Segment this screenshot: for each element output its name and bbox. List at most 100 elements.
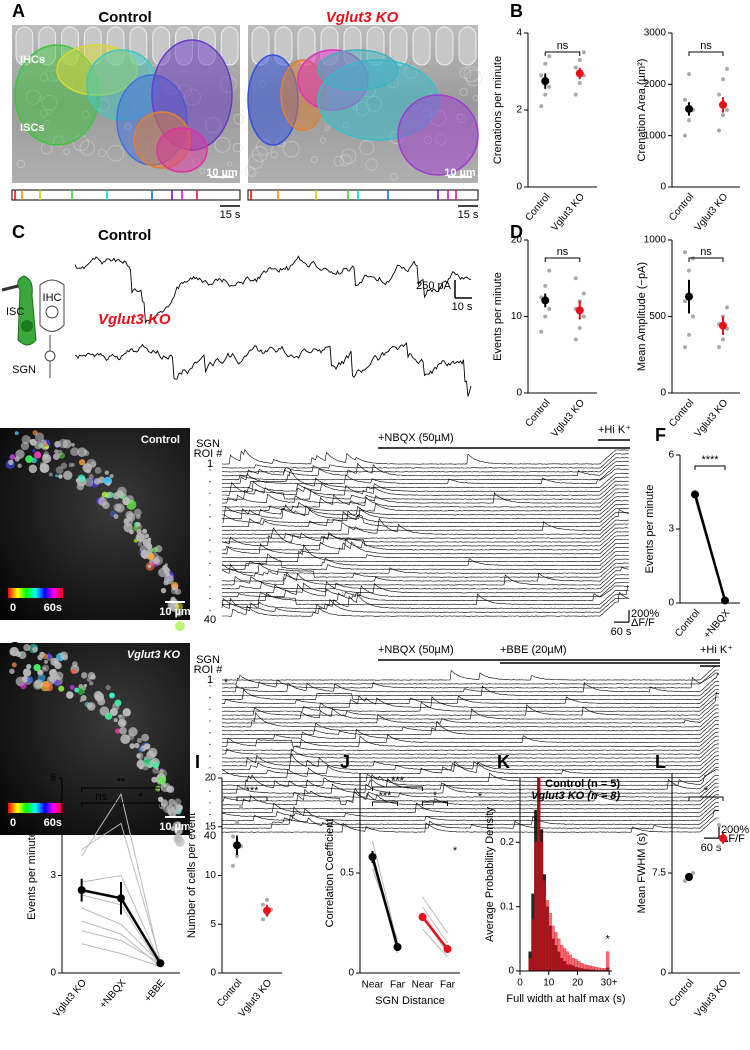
calcium-trace	[221, 544, 629, 563]
texture	[324, 125, 330, 131]
calcium-trace	[221, 468, 629, 488]
cell	[105, 685, 111, 691]
panel-letter: A	[12, 1, 25, 21]
mean-dot	[575, 69, 584, 78]
cell	[94, 467, 102, 474]
calcium-trace	[221, 809, 719, 825]
cell	[114, 699, 122, 707]
significance-bracket	[120, 802, 161, 807]
cell	[53, 674, 60, 680]
cell	[83, 450, 90, 456]
cell-label: ISC	[6, 306, 24, 318]
data-point	[543, 61, 548, 66]
scale-label: 10 µm	[159, 821, 191, 833]
significance-bracket	[688, 51, 724, 56]
calcium-trace	[221, 558, 629, 574]
roi-dot	[209, 720, 211, 722]
cell	[104, 470, 109, 475]
data-point	[573, 65, 578, 70]
data-point	[547, 306, 552, 311]
data-point	[691, 871, 695, 875]
roi-dot	[209, 574, 211, 576]
y-tick-label: 0	[668, 598, 674, 609]
significance-bracket	[372, 786, 423, 791]
texture	[63, 148, 70, 156]
calcium-trace	[221, 704, 719, 720]
cell	[34, 441, 43, 450]
x-tick-label: Vglut3 KO	[549, 191, 587, 233]
calcium-trace	[221, 665, 719, 681]
cell	[19, 682, 27, 690]
y-tick-label: 500	[649, 311, 666, 322]
roi-dot	[209, 492, 211, 494]
x-tick-label: Control	[667, 192, 696, 224]
treatment-label: +NBQX (50µM)	[378, 432, 454, 444]
x-tick-label: Control	[667, 978, 696, 1010]
roi-tick: 40	[204, 830, 216, 842]
y-axis-label: Crenations per minute	[492, 56, 504, 164]
data-point	[261, 917, 265, 922]
roi-dot	[209, 802, 211, 804]
calcium-trace	[221, 504, 629, 520]
panel-letter: F	[655, 425, 666, 445]
roi-dot	[209, 732, 211, 734]
cell	[141, 762, 150, 771]
significance-bracket	[236, 796, 268, 801]
histogram-bar	[551, 925, 555, 972]
significance-label: *	[606, 934, 611, 946]
texture	[339, 154, 352, 167]
cell	[173, 825, 180, 831]
calcium-trace	[222, 766, 719, 782]
cell-label: IHCs	[20, 54, 45, 66]
data-point	[683, 250, 687, 255]
roi-tick: 1	[207, 674, 213, 686]
data-point	[683, 879, 687, 883]
texture	[359, 140, 375, 155]
cell	[106, 481, 111, 486]
subject-line	[81, 792, 161, 964]
calcium-trace	[221, 786, 719, 802]
cell	[158, 769, 168, 779]
texture	[320, 137, 327, 144]
data-point	[543, 283, 548, 288]
y-tick-label: 2	[516, 105, 522, 116]
calcium-trace	[221, 802, 719, 818]
x-tick-label: Vglut3 KO	[51, 977, 89, 1019]
y-tick-label: 6	[50, 773, 56, 784]
significance-label: ns	[700, 40, 712, 52]
calcium-trace	[221, 597, 629, 613]
cell	[174, 588, 182, 595]
cell	[21, 435, 31, 445]
treatment-label: +Hi K⁺	[598, 424, 631, 436]
data-point	[239, 805, 243, 810]
cell	[136, 753, 141, 759]
data-point	[687, 332, 691, 337]
calcium-trace	[221, 747, 719, 763]
histogram-bar	[548, 912, 552, 972]
calcium-trace	[221, 543, 629, 559]
y-tick-label: 3	[50, 870, 56, 881]
y-axis-label: Events per minute	[492, 272, 504, 361]
data-point	[687, 72, 691, 77]
data-point	[725, 108, 729, 112]
cell	[8, 459, 14, 466]
data-point	[577, 57, 582, 62]
data-point	[687, 118, 691, 123]
data-point	[539, 104, 544, 109]
mean-dot	[368, 853, 377, 861]
mean-line	[371, 856, 399, 948]
histogram-bar	[557, 938, 561, 972]
calcium-trace	[221, 731, 719, 747]
calcium-trace	[222, 712, 719, 728]
texture	[227, 161, 232, 167]
calcium-trace	[222, 585, 629, 602]
colorbar	[8, 803, 63, 813]
roi-header: ROI #	[194, 448, 224, 460]
cell	[139, 545, 147, 553]
texture	[463, 66, 480, 83]
y-axis-label: Events per minute	[26, 831, 38, 920]
event-marker: *	[224, 677, 229, 689]
mean-dot	[719, 321, 727, 330]
significance-bracket	[688, 796, 724, 801]
x-tick-label: Control	[215, 978, 244, 1010]
